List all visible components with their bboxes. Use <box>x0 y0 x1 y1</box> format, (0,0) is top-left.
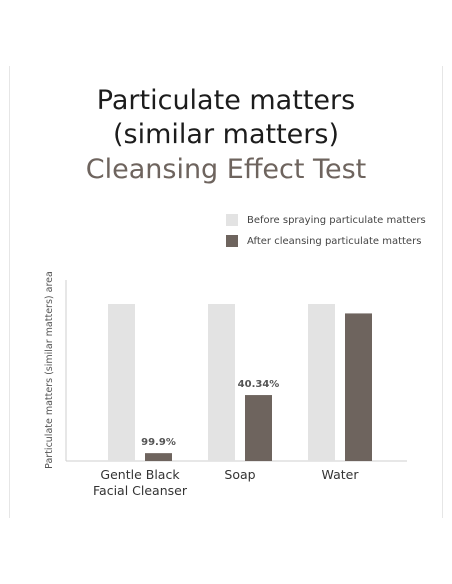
category-label-2: Water <box>322 467 360 482</box>
legend-swatch-before <box>226 214 238 226</box>
y-axis-label: Particulate matters (similar matters) ar… <box>44 271 55 469</box>
title-line-1: Particulate matters <box>96 85 356 116</box>
right-border-line <box>442 66 443 518</box>
category-label-0-line-1: Facial Cleanser <box>93 483 188 498</box>
legend-label-after: After cleansing particulate matters <box>247 235 422 247</box>
legend-item-before: Before spraying particulate matters <box>226 214 426 226</box>
title-line-2: (similar matters) <box>113 119 339 150</box>
bar-after-0 <box>145 453 172 461</box>
legend-label-before: Before spraying particulate matters <box>247 214 426 226</box>
legend-swatch-after <box>226 235 238 247</box>
data-label-1: 40.34% <box>238 379 280 390</box>
data-label-0: 99.9% <box>141 437 176 448</box>
left-border-line <box>9 66 10 518</box>
bar-before-2 <box>308 304 335 461</box>
category-label-1: Soap <box>224 467 255 482</box>
title-line-3: Cleansing Effect Test <box>85 154 367 185</box>
bar-before-1 <box>208 304 235 461</box>
bar-before-0 <box>108 304 135 461</box>
bar-after-1 <box>245 395 272 461</box>
legend-item-after: After cleansing particulate matters <box>226 235 421 247</box>
bar-after-2 <box>345 313 372 461</box>
category-label-0-line-0: Gentle Black <box>100 467 180 482</box>
